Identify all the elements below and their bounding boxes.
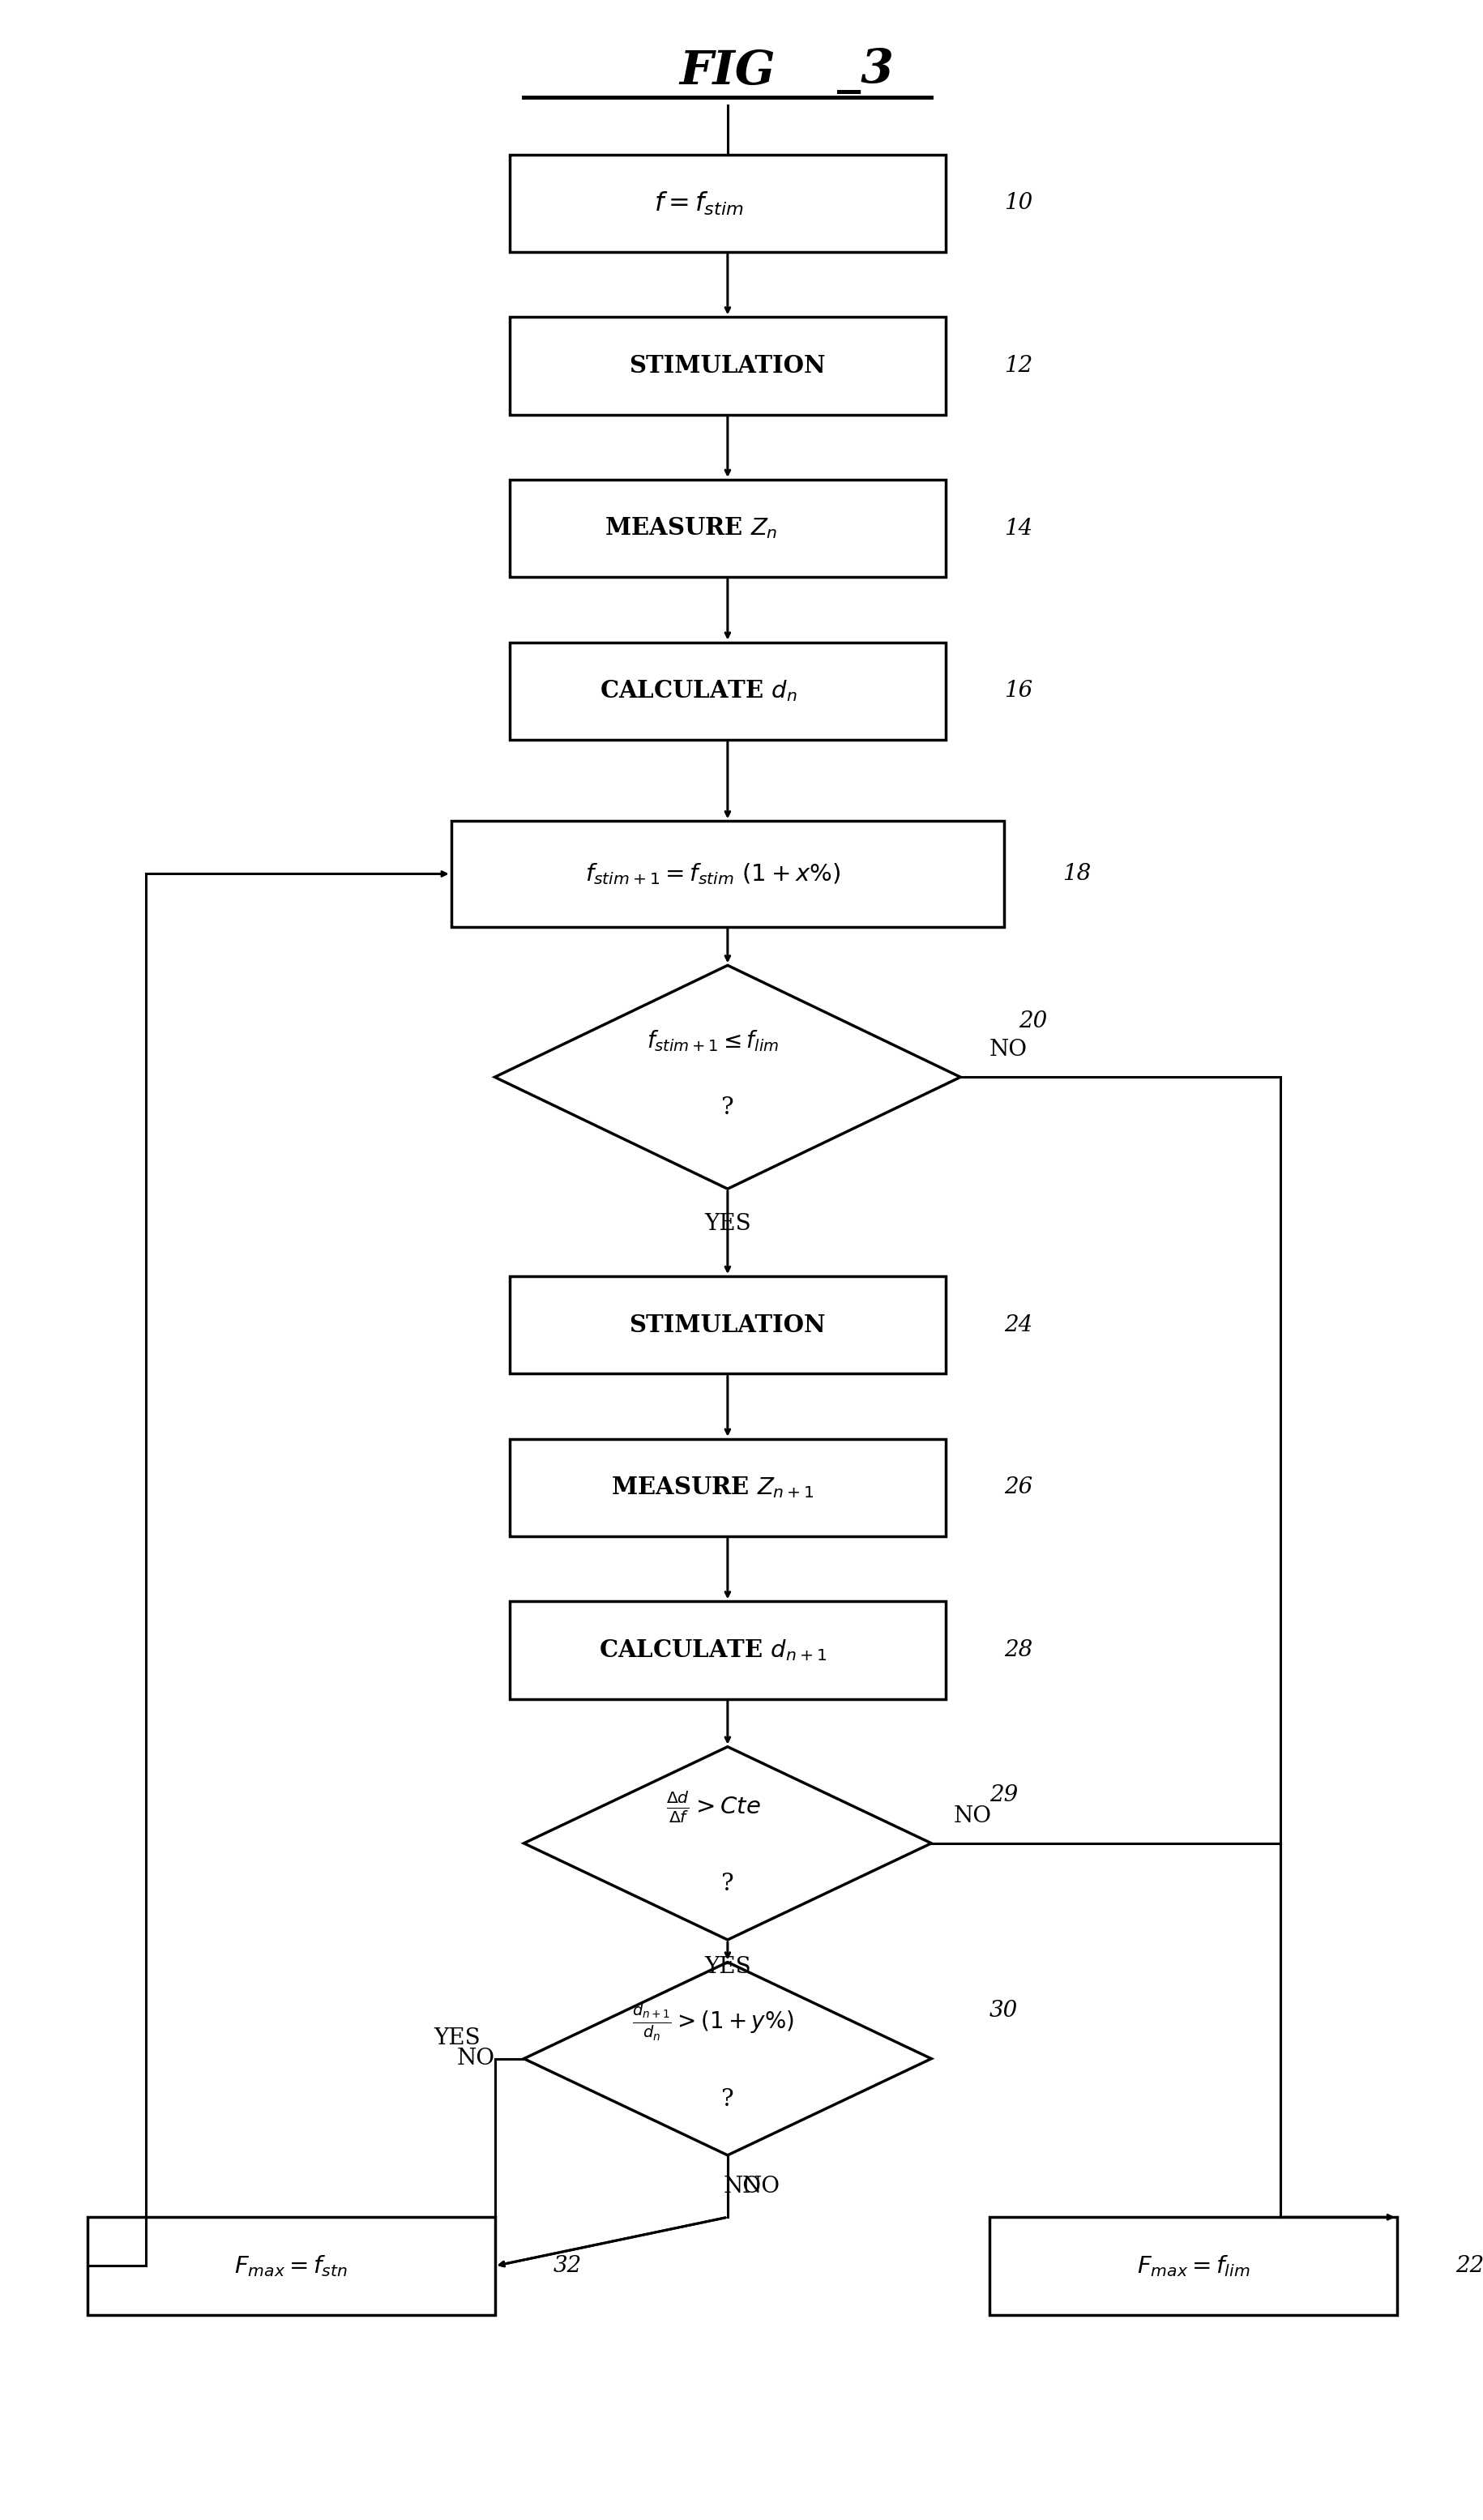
Text: $F_{max} = f_{lim}$: $F_{max} = f_{lim}$ (1136, 2253, 1249, 2278)
Text: 16: 16 (1004, 680, 1032, 703)
Text: 24: 24 (1004, 1313, 1032, 1336)
Text: YES: YES (704, 1956, 750, 1978)
Text: 18: 18 (1062, 862, 1090, 885)
Bar (509, 1600, 945, 1698)
Text: YES: YES (433, 2029, 480, 2049)
Text: 28: 28 (1004, 1638, 1032, 1661)
Text: MEASURE $Z_n$: MEASURE $Z_n$ (605, 517, 777, 542)
Text: _3: _3 (836, 48, 893, 93)
Bar (509, 1275, 945, 1373)
Bar (509, 1439, 945, 1537)
Bar (509, 318, 945, 416)
Text: $f = f_{stim}$: $f = f_{stim}$ (654, 189, 743, 217)
Bar (509, 479, 945, 577)
Bar (451, 822, 1004, 927)
Text: MEASURE $Z_{n+1}$: MEASURE $Z_{n+1}$ (611, 1474, 814, 1499)
Text: ?: ? (721, 2089, 734, 2112)
Text: ?: ? (721, 1096, 734, 1119)
Text: $\frac{\Delta d}{\Delta f} > Cte$: $\frac{\Delta d}{\Delta f} > Cte$ (666, 1789, 759, 1824)
Bar (509, 643, 945, 741)
Text: 14: 14 (1004, 517, 1032, 539)
Text: NO: NO (742, 2175, 780, 2197)
Text: 20: 20 (1019, 1011, 1047, 1033)
Polygon shape (523, 1746, 931, 1940)
Text: 10: 10 (1004, 192, 1032, 214)
Polygon shape (523, 1963, 931, 2155)
Text: 12: 12 (1004, 355, 1032, 378)
Text: NO: NO (989, 1038, 1028, 1061)
Text: NO: NO (457, 2049, 494, 2069)
Text: $F_{max} = f_{stn}$: $F_{max} = f_{stn}$ (234, 2253, 347, 2278)
Text: NO: NO (952, 1804, 991, 1827)
Polygon shape (494, 965, 960, 1189)
Bar (989, 2218, 1397, 2316)
Text: $f_{stim+1} \leq f_{lim}$: $f_{stim+1} \leq f_{lim}$ (647, 1028, 779, 1053)
Text: CALCULATE $d_n$: CALCULATE $d_n$ (599, 678, 796, 703)
Text: 22: 22 (1455, 2255, 1483, 2278)
Text: 30: 30 (989, 1998, 1017, 2021)
Text: ?: ? (721, 1872, 734, 1895)
Text: $\frac{d_{n+1}}{d_n} > (1+y\%)$: $\frac{d_{n+1}}{d_n} > (1+y\%)$ (632, 2001, 793, 2041)
Bar (509, 154, 945, 252)
Text: 32: 32 (553, 2255, 581, 2278)
Text: NO: NO (722, 2175, 761, 2197)
Text: CALCULATE $d_{n+1}$: CALCULATE $d_{n+1}$ (599, 1638, 826, 1663)
Bar (87, 2218, 494, 2316)
Text: STIMULATION: STIMULATION (629, 353, 826, 378)
Text: $f_{stim+1} = f_{stim}\ (1+x\%)$: $f_{stim+1} = f_{stim}\ (1+x\%)$ (586, 862, 841, 887)
Text: 26: 26 (1004, 1477, 1032, 1499)
Text: YES: YES (704, 1212, 750, 1235)
Text: 29: 29 (989, 1784, 1017, 1807)
Text: STIMULATION: STIMULATION (629, 1313, 826, 1336)
Text: FIG: FIG (679, 48, 776, 93)
